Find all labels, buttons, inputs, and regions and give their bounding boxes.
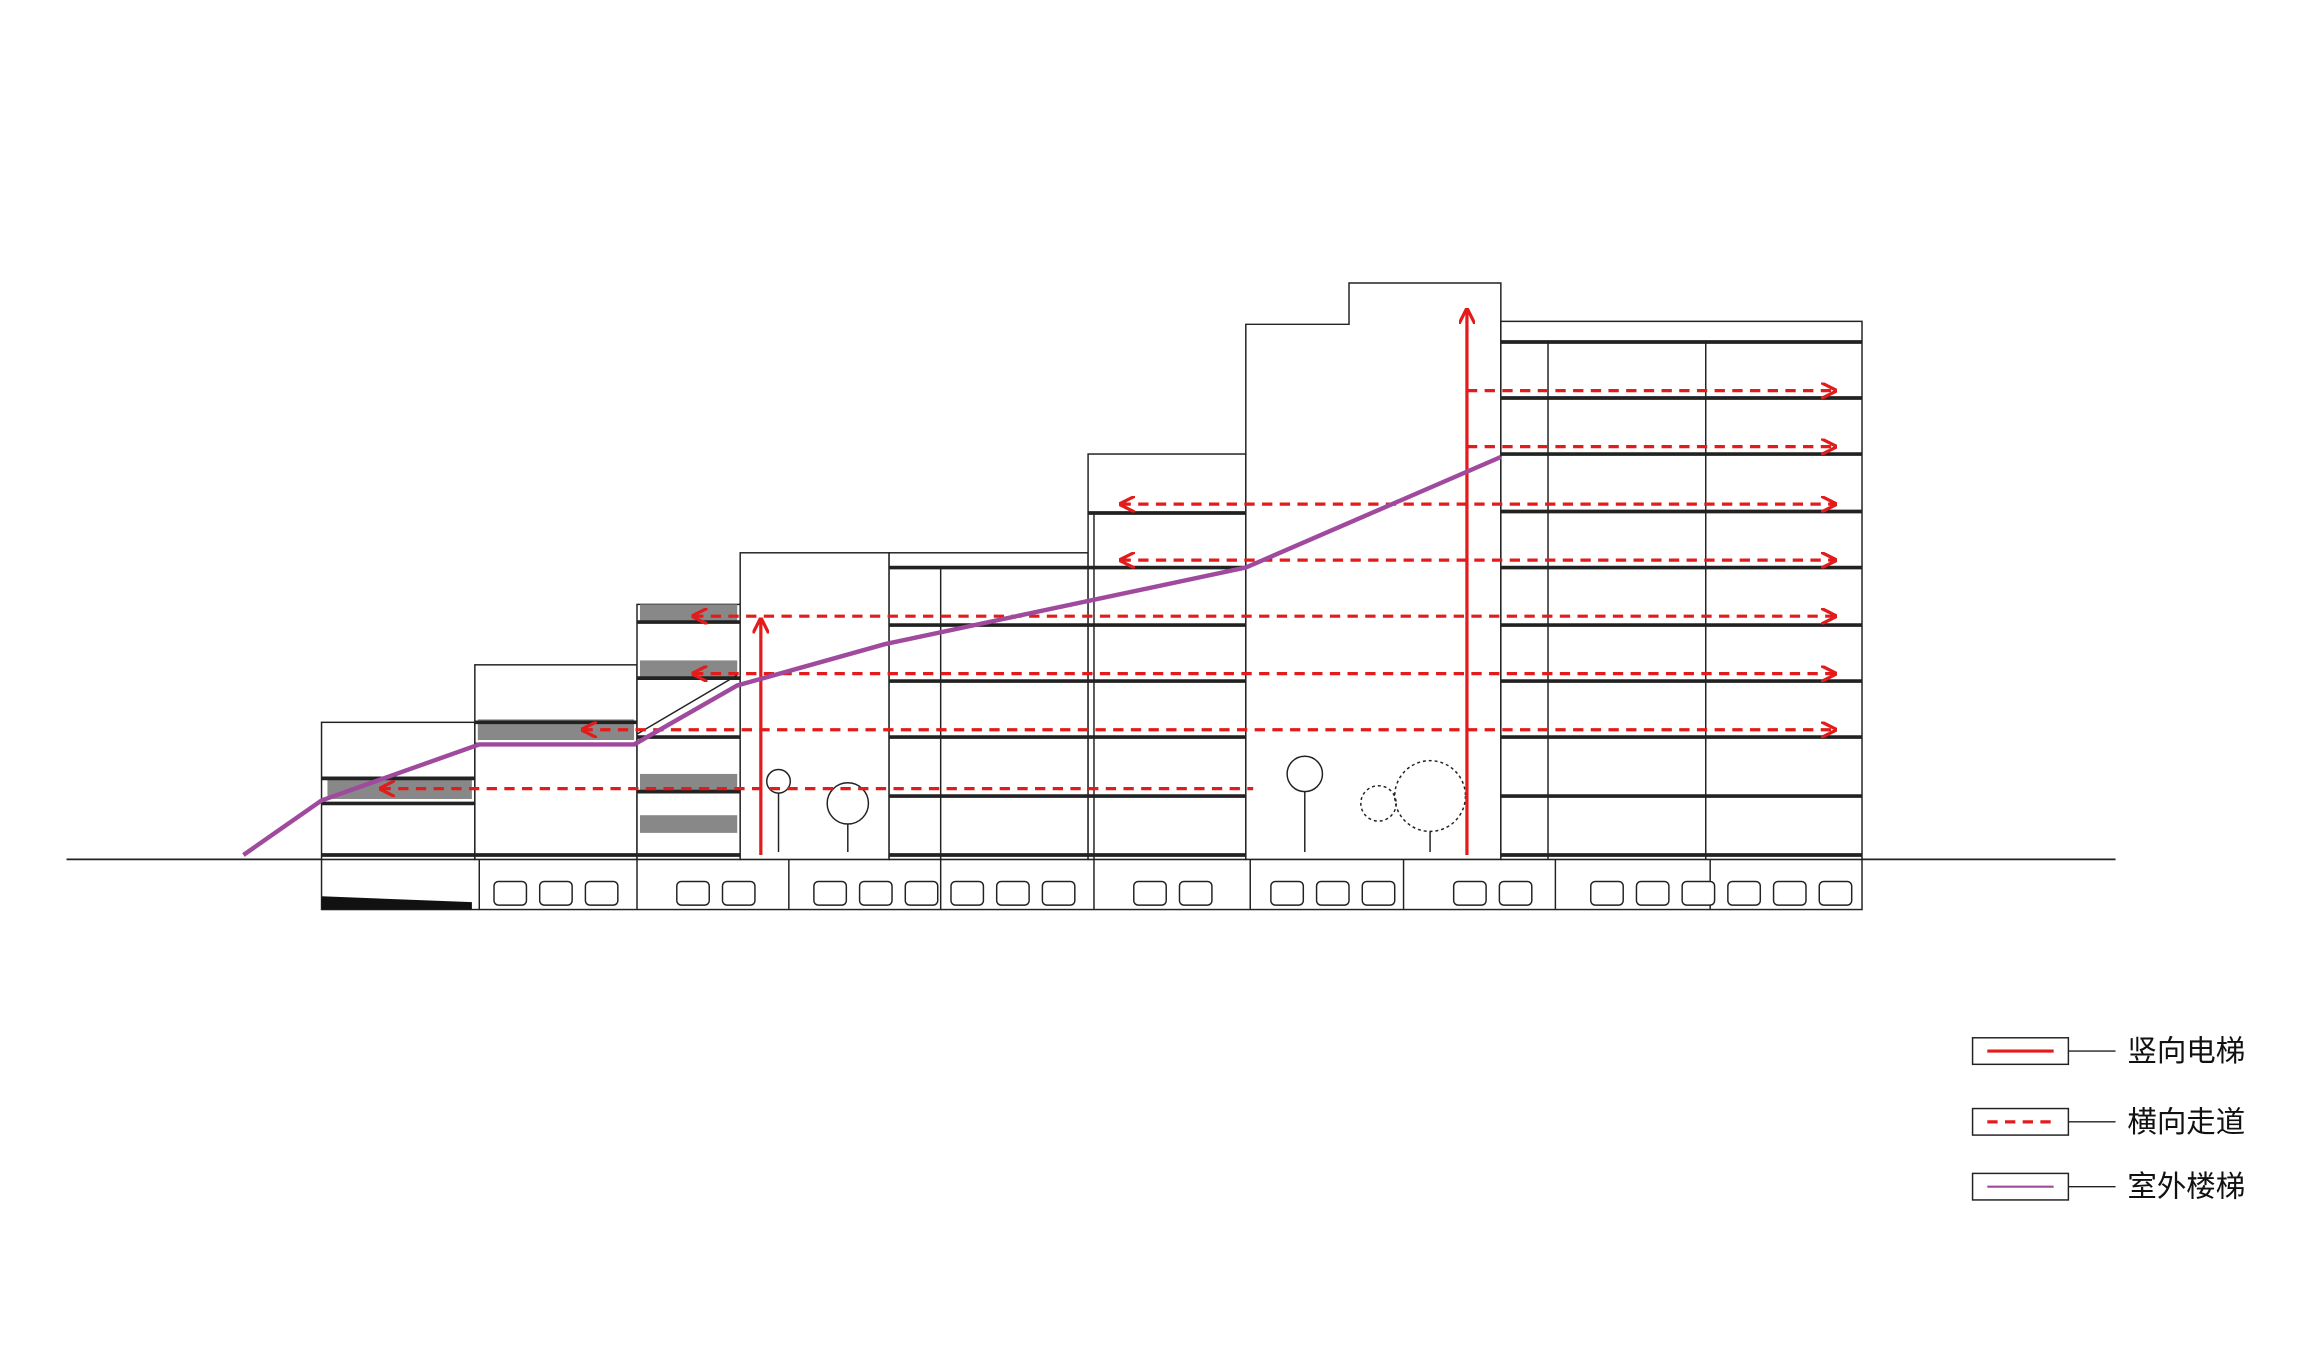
detail (1452, 880, 1487, 906)
detail (858, 880, 893, 906)
detail (676, 880, 710, 906)
detail (1133, 880, 1167, 906)
detail (584, 880, 619, 906)
detail (493, 880, 528, 906)
detail (1635, 880, 1670, 906)
flows (242, 310, 1835, 857)
detail (950, 880, 985, 906)
detail (995, 880, 1030, 906)
detail (1178, 880, 1213, 906)
buildings (66, 282, 2116, 911)
detail (813, 880, 848, 906)
detail (1498, 880, 1533, 906)
detail (1727, 880, 1762, 906)
detail (1361, 880, 1396, 906)
detail (1041, 880, 1076, 906)
detail (1772, 880, 1807, 906)
detail (721, 880, 756, 906)
detail (1270, 880, 1305, 906)
detail (904, 880, 939, 906)
detail (1818, 880, 1853, 906)
trees (765, 755, 1467, 853)
legend-label: 竖向电梯 (2127, 1034, 2245, 1068)
detail (1315, 880, 1350, 906)
legend-label: 横向走道 (2127, 1105, 2245, 1139)
legend-box (1971, 1107, 2070, 1136)
detail (538, 880, 573, 906)
legend-label: 室外楼梯 (2127, 1170, 2245, 1204)
legend: 竖向电梯 横向走道 室外楼梯 (1971, 1034, 2245, 1204)
detail (1590, 880, 1624, 906)
detail (1681, 880, 1716, 906)
